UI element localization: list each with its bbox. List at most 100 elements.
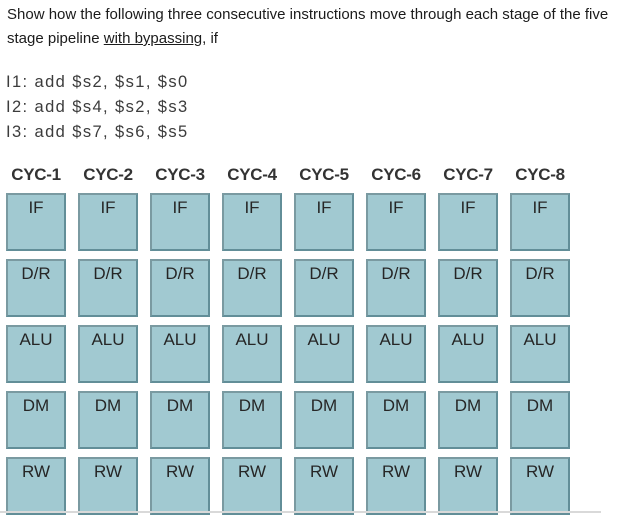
stage-label: RW <box>309 462 338 481</box>
stage-label: DM <box>22 396 50 415</box>
pipeline-stage-cell: RW <box>6 457 66 515</box>
pipeline-stage-cell: RW <box>222 457 282 515</box>
pipeline-stage-cell: D/R <box>78 259 138 317</box>
stage-label: ALU <box>379 330 413 349</box>
question-line-2-after: , if <box>202 30 218 47</box>
question-line-1: Show how the following three consecutive… <box>7 6 609 23</box>
pipeline-stage-cell: RW <box>438 457 498 515</box>
stage-label: ALU <box>307 330 341 349</box>
instruction-list: I1: add $s2, $s1, $s0 I2: add $s4, $s2, … <box>6 70 189 145</box>
stage-label: DM <box>238 396 266 415</box>
pipeline-stage-cell: IF <box>222 193 282 251</box>
stage-label: D/R <box>93 264 123 283</box>
pipeline-stage-cell: D/R <box>366 259 426 317</box>
pipeline-stage-cell: ALU <box>510 325 570 383</box>
pipeline-stage-cell: DM <box>150 391 210 449</box>
pipeline-stage-cell: DM <box>438 391 498 449</box>
pipeline-stage-cell: IF <box>438 193 498 251</box>
pipeline-stage-cell: RW <box>510 457 570 515</box>
pipeline-stage-cell: ALU <box>438 325 498 383</box>
stage-label: ALU <box>451 330 485 349</box>
stage-label: DM <box>454 396 482 415</box>
stage-label: IF <box>244 198 260 217</box>
pipeline-stage-cell: RW <box>294 457 354 515</box>
stage-label: RW <box>525 462 554 481</box>
stage-label: DM <box>94 396 122 415</box>
pipeline-stage-cell: D/R <box>150 259 210 317</box>
pipeline-stage-cell: DM <box>222 391 282 449</box>
pipeline-stage-cell: ALU <box>150 325 210 383</box>
pipeline-stage-cell: DM <box>366 391 426 449</box>
stage-label: RW <box>21 462 50 481</box>
cycle-header-label: CYC-5 <box>299 165 349 184</box>
pipeline-stage-cell: ALU <box>6 325 66 383</box>
question-text: Show how the following three consecutive… <box>7 3 631 51</box>
pipeline-stage-cell: RW <box>150 457 210 515</box>
stage-label: ALU <box>235 330 269 349</box>
pipeline-grid: IF IF IF IF IF IF IF IF D/R D/R D/R D/R D/R D/R D/R D/R… <box>6 193 570 515</box>
bottom-divider <box>0 511 601 513</box>
pipeline-stage-cell: D/R <box>6 259 66 317</box>
pipeline-stage-cell: DM <box>510 391 570 449</box>
stage-label: D/R <box>237 264 267 283</box>
pipeline-stage-cell: IF <box>6 193 66 251</box>
pipeline-stage-cell: DM <box>294 391 354 449</box>
stage-label: IF <box>388 198 404 217</box>
pipeline-stage-cell: D/R <box>510 259 570 317</box>
stage-label: D/R <box>309 264 339 283</box>
pipeline-stage-cell: D/R <box>438 259 498 317</box>
stage-label: IF <box>532 198 548 217</box>
stage-label: D/R <box>21 264 51 283</box>
stage-label: RW <box>237 462 266 481</box>
pipeline-stage-cell: ALU <box>222 325 282 383</box>
stage-label: DM <box>310 396 338 415</box>
stage-label: IF <box>100 198 116 217</box>
instruction-line-2: I2: add $s4, $s2, $s3 <box>6 98 189 116</box>
stage-label: ALU <box>91 330 125 349</box>
stage-label: DM <box>382 396 410 415</box>
pipeline-stage-cell: IF <box>366 193 426 251</box>
stage-label: DM <box>526 396 554 415</box>
cycle-header-label: CYC-4 <box>227 165 277 184</box>
stage-label: ALU <box>523 330 557 349</box>
pipeline-stage-cell: IF <box>150 193 210 251</box>
pipeline-stage-cell: D/R <box>222 259 282 317</box>
cycle-header-label: CYC-3 <box>155 165 205 184</box>
pipeline-stage-cell: IF <box>78 193 138 251</box>
stage-label: RW <box>165 462 194 481</box>
stage-label: ALU <box>163 330 197 349</box>
cycle-header-label: CYC-7 <box>443 165 493 184</box>
question-line-2-before: stage pipeline <box>7 30 104 47</box>
instruction-line-3: I3: add $s7, $s6, $s5 <box>6 123 189 141</box>
stage-label: IF <box>316 198 332 217</box>
cycle-header-label: CYC-1 <box>11 165 61 184</box>
pipeline-diagram: CYC-1 CYC-2 CYC-3 CYC-4 CYC-5 CYC-6 CYC-7 CYC-8… <box>6 165 570 515</box>
pipeline-stage-cell: IF <box>510 193 570 251</box>
question-line-2: stage pipeline with bypassing, if <box>7 27 631 51</box>
underlined-phrase: with bypassing <box>103 30 203 47</box>
pipeline-stage-cell: RW <box>78 457 138 515</box>
instruction-line-1: I1: add $s2, $s1, $s0 <box>6 73 189 91</box>
stage-label: RW <box>453 462 482 481</box>
cycle-header-label: CYC-8 <box>515 165 565 184</box>
cycle-headers: CYC-1 CYC-2 CYC-3 CYC-4 CYC-5 CYC-6 CYC-7 CYC-8 <box>6 165 570 185</box>
cycle-header-label: CYC-6 <box>371 165 421 184</box>
stage-label: IF <box>172 198 188 217</box>
stage-label: DM <box>166 396 194 415</box>
pipeline-stage-cell: IF <box>294 193 354 251</box>
stage-label: D/R <box>381 264 411 283</box>
stage-label: RW <box>93 462 122 481</box>
pipeline-stage-cell: DM <box>6 391 66 449</box>
stage-label: D/R <box>453 264 483 283</box>
pipeline-stage-cell: ALU <box>294 325 354 383</box>
stage-label: ALU <box>19 330 53 349</box>
stage-label: D/R <box>165 264 195 283</box>
stage-label: IF <box>28 198 44 217</box>
stage-label: IF <box>460 198 476 217</box>
cycle-header-label: CYC-2 <box>83 165 133 184</box>
pipeline-stage-cell: DM <box>78 391 138 449</box>
pipeline-stage-cell: D/R <box>294 259 354 317</box>
stage-label: RW <box>381 462 410 481</box>
pipeline-stage-cell: ALU <box>366 325 426 383</box>
pipeline-stage-cell: ALU <box>78 325 138 383</box>
